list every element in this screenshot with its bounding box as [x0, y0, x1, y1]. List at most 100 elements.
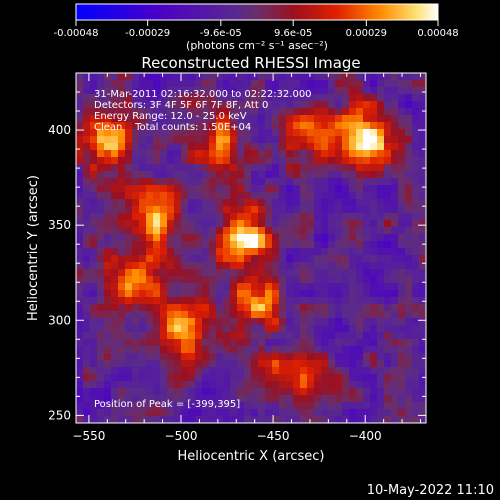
- heatmap-cell: [244, 150, 251, 157]
- heatmap-cell: [405, 241, 412, 248]
- heatmap-cell: [202, 339, 209, 346]
- heatmap-cell: [76, 283, 83, 290]
- heatmap-cell: [195, 234, 202, 241]
- heatmap-cell: [307, 311, 314, 318]
- heatmap-cell: [237, 332, 244, 339]
- heatmap-cell: [216, 122, 223, 129]
- heatmap-cell: [377, 129, 384, 136]
- heatmap-cell: [370, 241, 377, 248]
- heatmap-cell: [111, 269, 118, 276]
- heatmap-cell: [209, 409, 216, 416]
- heatmap-cell: [405, 374, 412, 381]
- heatmap-cell: [195, 108, 202, 115]
- heatmap-cell: [230, 353, 237, 360]
- heatmap-cell: [167, 150, 174, 157]
- heatmap-cell: [363, 311, 370, 318]
- heatmap-cell: [356, 164, 363, 171]
- heatmap-cell: [377, 402, 384, 409]
- heatmap-cell: [300, 220, 307, 227]
- heatmap-cell: [153, 290, 160, 297]
- heatmap-cell: [314, 241, 321, 248]
- heatmap-cell: [265, 402, 272, 409]
- heatmap-cell: [160, 108, 167, 115]
- heatmap-cell: [412, 388, 419, 395]
- heatmap-cell: [146, 388, 153, 395]
- heatmap-cell: [328, 234, 335, 241]
- heatmap-cell: [349, 213, 356, 220]
- heatmap-cell: [202, 304, 209, 311]
- heatmap-cell: [146, 290, 153, 297]
- heatmap-cell: [286, 213, 293, 220]
- heatmap-cell: [370, 136, 377, 143]
- heatmap-cell: [90, 220, 97, 227]
- heatmap-cell: [377, 311, 384, 318]
- x-tick-label: −550: [72, 429, 105, 443]
- heatmap-cell: [321, 157, 328, 164]
- heatmap-cell: [97, 192, 104, 199]
- heatmap-cell: [244, 304, 251, 311]
- heatmap-cell: [342, 80, 349, 87]
- heatmap-cell: [349, 367, 356, 374]
- heatmap-cell: [153, 339, 160, 346]
- heatmap-cell: [363, 339, 370, 346]
- heatmap-cell: [125, 402, 132, 409]
- heatmap-cell: [405, 318, 412, 325]
- heatmap-cell: [356, 255, 363, 262]
- heatmap-cell: [377, 332, 384, 339]
- heatmap-cell: [286, 388, 293, 395]
- heatmap-cell: [335, 325, 342, 332]
- heatmap-cell: [349, 164, 356, 171]
- heatmap-cell: [237, 129, 244, 136]
- heatmap-cell: [251, 206, 258, 213]
- heatmap-cell: [153, 416, 160, 423]
- heatmap-cell: [202, 220, 209, 227]
- heatmap-cell: [272, 332, 279, 339]
- heatmap-cell: [384, 234, 391, 241]
- heatmap-cell: [328, 73, 335, 80]
- heatmap-cell: [111, 255, 118, 262]
- heatmap-cell: [237, 87, 244, 94]
- heatmap-cell: [111, 374, 118, 381]
- heatmap-cell: [279, 339, 286, 346]
- heatmap-cell: [258, 157, 265, 164]
- heatmap-cell: [118, 129, 125, 136]
- heatmap-cell: [286, 122, 293, 129]
- heatmap-cell: [342, 129, 349, 136]
- heatmap-cell: [279, 318, 286, 325]
- heatmap-cell: [76, 304, 83, 311]
- heatmap-cell: [377, 388, 384, 395]
- heatmap-cell: [216, 185, 223, 192]
- heatmap-cell: [405, 101, 412, 108]
- heatmap-cell: [90, 416, 97, 423]
- heatmap-cell: [167, 269, 174, 276]
- heatmap-cell: [230, 255, 237, 262]
- heatmap-cell: [76, 185, 83, 192]
- x-axis: −550 −500 −450 −400: [72, 73, 421, 443]
- heatmap-cell: [90, 143, 97, 150]
- heatmap-cell: [356, 297, 363, 304]
- heatmap-cell: [223, 276, 230, 283]
- heatmap-cell: [370, 129, 377, 136]
- heatmap-cell: [419, 283, 426, 290]
- heatmap-cell: [335, 409, 342, 416]
- heatmap-cell: [97, 360, 104, 367]
- heatmap-cell: [237, 262, 244, 269]
- heatmap-cell: [251, 360, 258, 367]
- heatmap-cell: [83, 178, 90, 185]
- heatmap-cell: [258, 353, 265, 360]
- heatmap-cell: [258, 311, 265, 318]
- heatmap-cell: [174, 122, 181, 129]
- heatmap-cell: [321, 269, 328, 276]
- heatmap-cell: [209, 290, 216, 297]
- heatmap-cell: [118, 122, 125, 129]
- heatmap-cell: [419, 353, 426, 360]
- heatmap-cell: [216, 276, 223, 283]
- heatmap-cell: [153, 199, 160, 206]
- heatmap-cell: [146, 143, 153, 150]
- heatmap-cell: [223, 360, 230, 367]
- heatmap-cell: [202, 199, 209, 206]
- heatmap-cell: [111, 101, 118, 108]
- heatmap-cell: [230, 290, 237, 297]
- heatmap-cell: [335, 416, 342, 423]
- heatmap-cell: [97, 346, 104, 353]
